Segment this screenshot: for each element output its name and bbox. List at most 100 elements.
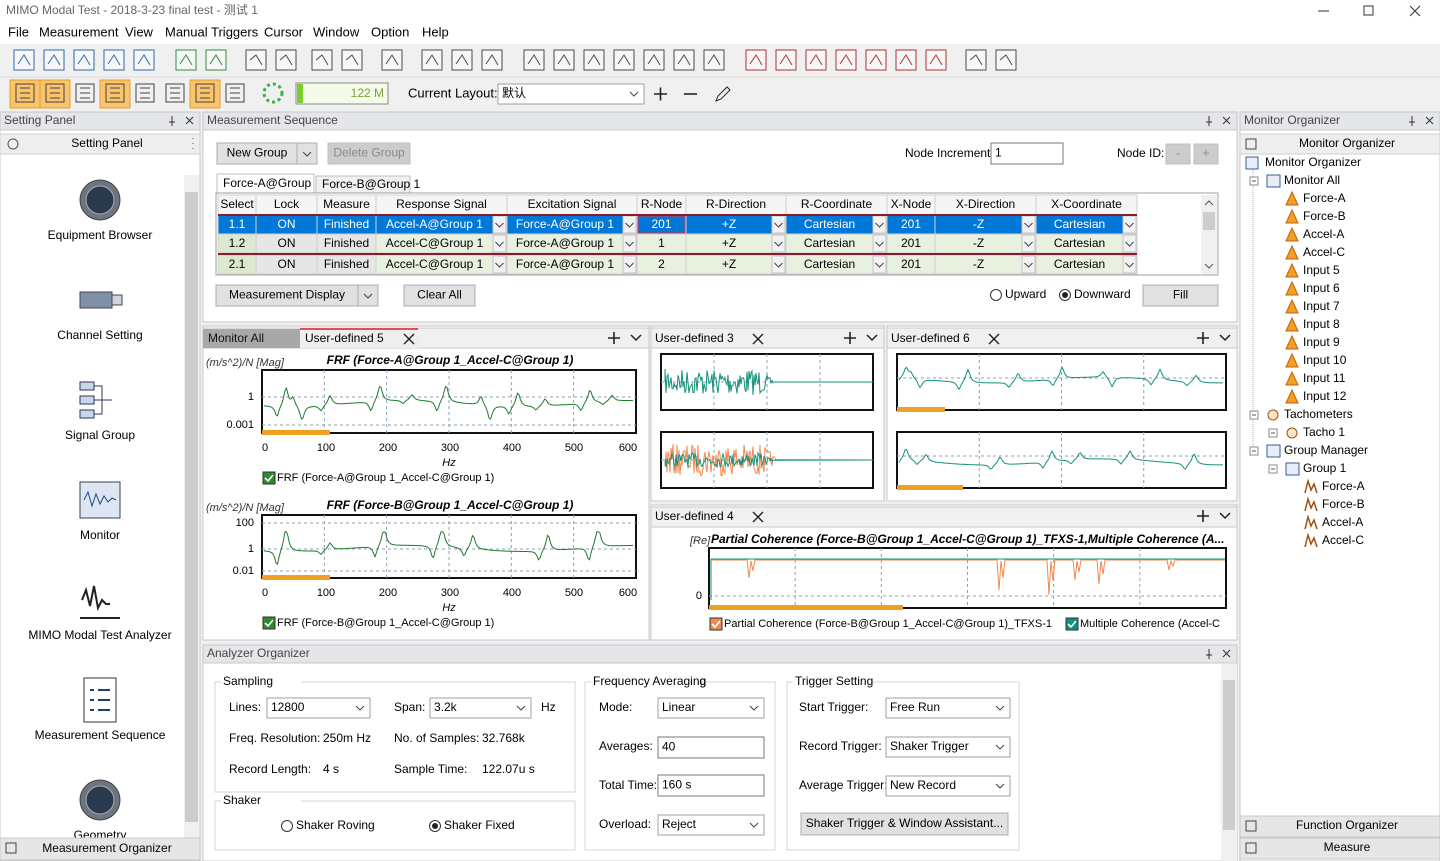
tree-item[interactable]: Accel-C <box>1303 245 1345 259</box>
shaker-roving[interactable] <box>281 820 293 832</box>
toolbar-button[interactable] <box>523 49 545 71</box>
toolbar-button[interactable] <box>195 83 215 103</box>
menu-item[interactable]: Option <box>371 24 409 39</box>
tree-item[interactable]: Input 12 <box>1303 389 1347 403</box>
menu-item[interactable]: Measurement <box>39 24 119 39</box>
tree-item[interactable]: Group 1 <box>1303 461 1347 475</box>
cell-dropdown[interactable] <box>872 234 887 253</box>
cell-dropdown[interactable] <box>771 234 786 253</box>
cell-dropdown[interactable] <box>872 215 887 234</box>
tree-item[interactable]: Input 7 <box>1303 299 1340 313</box>
toolbar-button[interactable] <box>205 49 227 71</box>
tree-item[interactable]: Input 9 <box>1303 335 1340 349</box>
tree-item[interactable]: Accel-C <box>1322 533 1364 547</box>
toolbar-button[interactable] <box>45 83 65 103</box>
monitor-tab[interactable] <box>300 329 418 348</box>
toolbar-button[interactable] <box>165 83 185 103</box>
tool-label[interactable]: MIMO Modal Test Analyzer <box>28 628 171 642</box>
tree-item[interactable]: Input 8 <box>1303 317 1340 331</box>
toggle-active[interactable] <box>99 79 131 109</box>
tree-item[interactable]: Force-B <box>1303 209 1346 223</box>
toolbar-button[interactable] <box>583 49 605 71</box>
total-time-input[interactable] <box>657 774 765 797</box>
toolbar-button[interactable] <box>703 49 725 71</box>
tree-item[interactable]: Input 11 <box>1303 371 1346 385</box>
tool-label[interactable]: Measurement Sequence <box>35 728 166 742</box>
toolbar-button[interactable] <box>895 49 917 71</box>
cell-dropdown[interactable] <box>492 215 507 234</box>
cell-dropdown[interactable] <box>492 234 507 253</box>
toolbar-button[interactable] <box>643 49 665 71</box>
toolbar-button[interactable] <box>15 83 35 103</box>
overload-combo[interactable] <box>657 814 765 836</box>
toolbar-button[interactable] <box>965 49 987 71</box>
cell-dropdown[interactable] <box>1122 234 1137 253</box>
toggle-active[interactable] <box>189 79 221 109</box>
cell-dropdown[interactable] <box>622 215 637 234</box>
delete-group-button[interactable] <box>327 142 411 165</box>
tree-item[interactable]: Force-B <box>1322 497 1365 511</box>
measurement-display-menu[interactable] <box>357 284 379 307</box>
cell-dropdown[interactable] <box>872 255 887 274</box>
toolbar-button[interactable] <box>865 49 887 71</box>
toolbar-button[interactable] <box>805 49 827 71</box>
cell-dropdown[interactable] <box>492 255 507 274</box>
tree-item[interactable]: Input 5 <box>1303 263 1340 277</box>
table-cell[interactable] <box>934 233 1037 254</box>
layout-combo[interactable] <box>497 83 645 105</box>
toolbar-button[interactable] <box>451 49 473 71</box>
monitor-tab[interactable] <box>203 329 300 348</box>
toolbar-button[interactable] <box>75 83 95 103</box>
toolbar-button[interactable] <box>245 49 267 71</box>
tool-label[interactable]: Monitor <box>80 528 120 542</box>
span-combo[interactable] <box>429 697 532 719</box>
toolbar-button[interactable] <box>43 49 65 71</box>
toolbar-button[interactable] <box>175 49 197 71</box>
toolbar-button[interactable] <box>613 49 635 71</box>
toolbar-button[interactable] <box>381 49 403 71</box>
cell-dropdown[interactable] <box>771 215 786 234</box>
tool-label[interactable]: Channel Setting <box>57 328 142 342</box>
toolbar-button[interactable] <box>835 49 857 71</box>
toolbar-button[interactable] <box>341 49 363 71</box>
cell-dropdown[interactable] <box>771 255 786 274</box>
cell-dropdown[interactable] <box>1122 255 1137 274</box>
toolbar-button[interactable] <box>103 49 125 71</box>
menu-item[interactable]: Help <box>422 24 449 39</box>
menu-item[interactable]: File <box>8 24 29 39</box>
toolbar-button[interactable] <box>553 49 575 71</box>
tree-item[interactable]: Input 10 <box>1303 353 1347 367</box>
assistant-button[interactable] <box>800 812 1009 836</box>
toolbar-button[interactable] <box>481 49 503 71</box>
legend-check[interactable] <box>262 471 276 485</box>
tree-item[interactable]: Tacho 1 <box>1303 425 1345 439</box>
cell-dropdown[interactable] <box>1021 234 1036 253</box>
tree-item[interactable]: Accel-A <box>1303 227 1344 241</box>
mode-combo[interactable] <box>657 697 765 719</box>
toolbar-button[interactable] <box>13 49 35 71</box>
tool-label[interactable]: Equipment Browser <box>48 228 153 242</box>
legend-check[interactable] <box>709 617 723 631</box>
toolbar-button[interactable] <box>775 49 797 71</box>
node-increment[interactable] <box>990 142 1064 165</box>
toolbar-button[interactable] <box>225 83 245 103</box>
menu-item[interactable]: Window <box>313 24 360 39</box>
toolbar-button[interactable] <box>133 49 155 71</box>
average-trigger-combo[interactable] <box>885 775 1011 797</box>
toggle-active[interactable] <box>39 79 71 109</box>
new-group-menu[interactable] <box>296 142 318 165</box>
cell-dropdown[interactable] <box>1122 215 1137 234</box>
panel-footer-label[interactable]: Measurement Organizer <box>42 841 171 855</box>
legend-check[interactable] <box>1065 617 1079 631</box>
toolbar-button[interactable] <box>73 49 95 71</box>
toolbar-button[interactable] <box>135 83 155 103</box>
toolbar-button[interactable] <box>421 49 443 71</box>
cell-dropdown[interactable] <box>622 255 637 274</box>
toolbar-button[interactable] <box>673 49 695 71</box>
start-trigger-combo[interactable] <box>885 697 1011 719</box>
panel-footer-label[interactable]: Function Organizer <box>1296 818 1398 832</box>
node-id-minus[interactable] <box>1165 143 1191 165</box>
cell-dropdown[interactable] <box>1021 255 1036 274</box>
toolbar-button[interactable] <box>745 49 767 71</box>
tree-item[interactable]: Force-A <box>1303 191 1346 205</box>
